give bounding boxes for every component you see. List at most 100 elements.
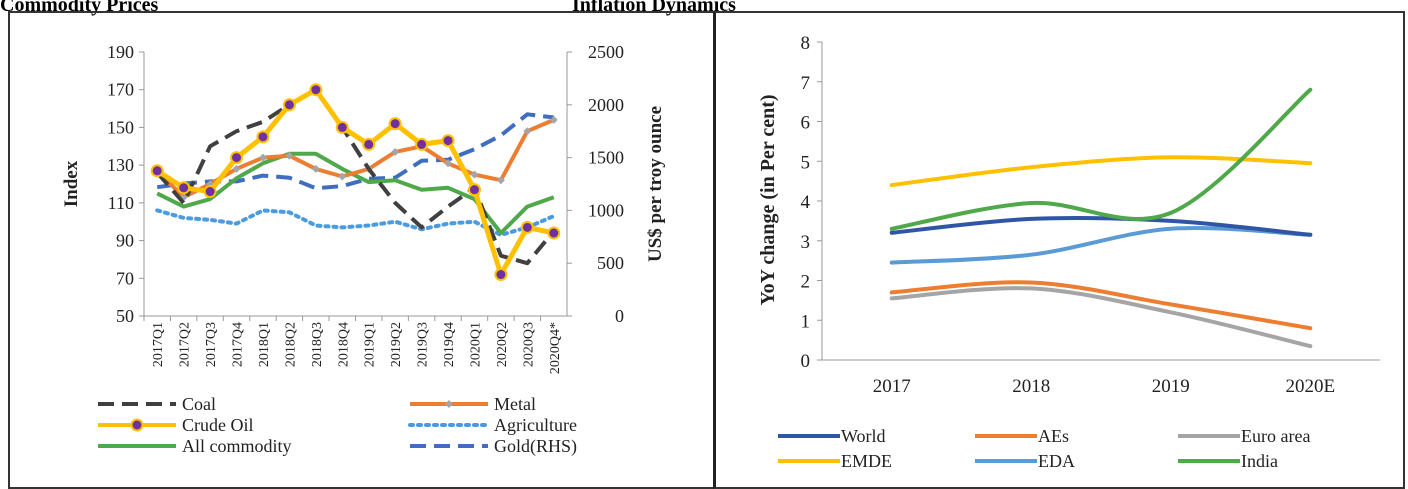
legend-label-india: India xyxy=(1241,451,1278,471)
legend-marker-metal xyxy=(445,400,453,408)
x-tick-label: 2018Q3 xyxy=(310,322,325,367)
x-tick-label: 2020Q1 xyxy=(468,322,483,367)
point-crude-oil xyxy=(388,117,402,131)
inflation-chart: 0 1 2 3 4 5 6 7 8 2017 2018 2019 2020E YoY change (in… xyxy=(757,33,1380,471)
y-tick-label: 7 xyxy=(801,73,811,94)
point-metal xyxy=(285,151,294,160)
point-crude-oil xyxy=(520,220,534,234)
left-y-tick-label: 50 xyxy=(116,306,134,326)
series-line-agriculture xyxy=(155,208,556,237)
right-y-tick-label: 1000 xyxy=(588,200,624,220)
point-crude-oil xyxy=(150,164,164,178)
y-axis-label-right: US$ per troy ounce xyxy=(645,106,666,262)
series-line-crude-oil xyxy=(155,87,555,277)
point-metal xyxy=(444,159,453,168)
x-tick-label: 2018 xyxy=(1012,376,1050,397)
point-crude-oil xyxy=(335,120,349,134)
right-y-tick-label: 0 xyxy=(615,306,624,326)
point-metal xyxy=(258,153,267,162)
point-metal xyxy=(523,127,532,136)
y-tick-label: 4 xyxy=(801,192,811,213)
x-tick-label: 2019 xyxy=(1152,376,1190,397)
y-tick-label: 6 xyxy=(801,113,811,134)
x-tick-label: 2020Q2 xyxy=(495,322,510,367)
series-line-world xyxy=(889,215,1313,237)
commodity-chart: 50 70 90 110 130 150 170 190 0 500 1000 1500 2000 250… xyxy=(61,42,666,457)
y-tick-label: 0 xyxy=(801,351,811,372)
point-metal xyxy=(232,164,241,173)
x-tick-label: 2020E xyxy=(1285,376,1335,397)
legend-label-metal: Metal xyxy=(494,394,536,414)
point-crude-oil xyxy=(230,151,244,165)
point-metal xyxy=(391,147,400,156)
legend-label-emde: EMDE xyxy=(841,451,892,471)
legend-label-aes: AEs xyxy=(1038,426,1069,446)
right-y-tick-label: 2000 xyxy=(588,95,624,115)
series-line-gold-rhs xyxy=(156,112,555,191)
point-metal xyxy=(496,176,505,185)
series-line-coal xyxy=(155,87,556,266)
x-tick-label: 2019Q4 xyxy=(442,322,457,367)
left-y-tick-label: 170 xyxy=(107,80,134,100)
left-y-tick-label: 70 xyxy=(116,268,134,288)
legend-label-world: World xyxy=(841,426,886,446)
right-y-tick-label: 500 xyxy=(597,253,624,273)
point-crude-oil xyxy=(177,181,191,195)
point-crude-oil xyxy=(256,130,270,144)
series-line-emde xyxy=(889,155,1313,188)
x-tick-label: 2017 xyxy=(873,376,911,397)
x-tick-label: 2019Q1 xyxy=(363,322,378,367)
point-crude-oil xyxy=(494,268,508,282)
series-line-all-commodity xyxy=(156,151,555,235)
legend-label-coal: Coal xyxy=(182,394,216,414)
left-panel-frame xyxy=(8,11,714,489)
x-tick-label: 2018Q4 xyxy=(336,322,351,367)
point-crude-oil xyxy=(467,183,481,197)
point-crude-oil xyxy=(415,137,429,151)
left-y-tick-label: 90 xyxy=(116,231,134,251)
y-tick-label: 5 xyxy=(801,152,811,173)
legend-label-all-commodity: All commodity xyxy=(182,436,292,456)
point-metal xyxy=(549,115,558,124)
x-tick-label: 2017Q3 xyxy=(204,322,219,367)
x-tick-label: 2020Q3 xyxy=(521,322,536,367)
point-crude-oil xyxy=(309,83,323,97)
point-crude-oil xyxy=(441,134,455,148)
legend-label-agriculture: Agriculture xyxy=(494,415,577,435)
x-tick-label: 2018Q1 xyxy=(257,322,272,367)
right-y-tick-label: 2500 xyxy=(588,42,624,62)
point-crude-oil xyxy=(547,226,561,240)
point-metal xyxy=(470,170,479,179)
legend-label-euro-area: Euro area xyxy=(1241,426,1310,446)
x-tick-label: 2019Q3 xyxy=(416,322,431,367)
legend-marker-crude-oil xyxy=(130,418,144,432)
series-line-eda xyxy=(889,226,1313,265)
legend-label-eda: EDA xyxy=(1038,451,1075,471)
left-y-tick-label: 110 xyxy=(108,193,134,213)
point-metal xyxy=(311,164,320,173)
point-crude-oil xyxy=(362,137,376,151)
point-metal xyxy=(338,172,347,181)
left-y-tick-label: 150 xyxy=(107,117,134,137)
y-tick-label: 8 xyxy=(801,33,811,54)
y-tick-label: 3 xyxy=(801,232,811,253)
y-tick-label: 1 xyxy=(801,311,811,332)
series-line-india xyxy=(889,87,1313,231)
right-panel-frame xyxy=(713,11,1405,489)
y-axis-label-left: Index xyxy=(61,160,82,207)
legend-label-crude-oil: Crude Oil xyxy=(182,415,254,435)
left-y-tick-label: 190 xyxy=(107,42,134,62)
left-y-tick-label: 130 xyxy=(107,155,134,175)
legend-label-gold-rhs: Gold(RHS) xyxy=(494,436,577,457)
x-tick-label: 2019Q2 xyxy=(389,322,404,367)
y-axis-label: YoY change (in Per cent) xyxy=(757,94,779,305)
point-crude-oil xyxy=(203,185,217,199)
x-tick-label: 2017Q2 xyxy=(178,322,193,367)
y-tick-label: 2 xyxy=(801,272,811,293)
x-tick-label: 2018Q2 xyxy=(283,322,298,367)
point-crude-oil xyxy=(282,98,296,112)
x-tick-label: 2017Q4 xyxy=(231,322,246,367)
series-line-aes xyxy=(889,280,1313,331)
x-tick-label: 2017Q1 xyxy=(151,322,166,367)
